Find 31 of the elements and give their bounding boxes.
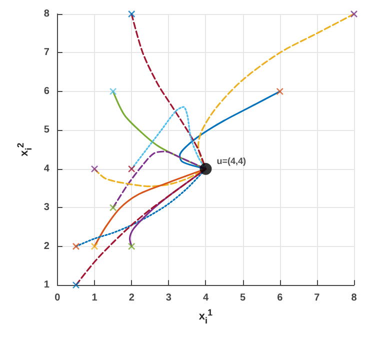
point bbox=[128, 242, 136, 250]
y-tick-label: 2 bbox=[44, 240, 50, 252]
x-tick-label: 1 bbox=[92, 292, 98, 304]
point bbox=[276, 88, 284, 96]
y-axis-title: xi2 bbox=[16, 142, 34, 156]
point bbox=[90, 242, 98, 250]
x-tick-label: 8 bbox=[351, 292, 358, 304]
x-tick-label: 3 bbox=[166, 292, 172, 304]
x-tick-label: 7 bbox=[314, 292, 320, 304]
point bbox=[128, 165, 136, 173]
point bbox=[350, 10, 358, 18]
y-tick-label: 4 bbox=[44, 163, 50, 174]
point bbox=[72, 242, 80, 250]
x-tick-label: 2 bbox=[128, 292, 135, 304]
point bbox=[90, 165, 98, 173]
y-tick-label: 8 bbox=[44, 8, 50, 20]
x-tick-label: 0 bbox=[54, 292, 61, 304]
point bbox=[72, 281, 80, 289]
point bbox=[109, 204, 117, 212]
y-tick-label: 7 bbox=[44, 47, 50, 58]
point bbox=[200, 162, 212, 175]
point bbox=[128, 10, 136, 18]
x-tick-label: 6 bbox=[277, 292, 284, 304]
y-tick-label: 5 bbox=[44, 124, 50, 136]
point bbox=[109, 88, 117, 96]
x-tick-label: 4 bbox=[202, 292, 209, 304]
annotation: u=(4,4) bbox=[216, 156, 246, 166]
y-tick-label: 1 bbox=[44, 280, 50, 291]
y-tick-label: 6 bbox=[44, 86, 50, 97]
y-tick-label: 3 bbox=[44, 202, 50, 214]
x-tick-label: 5 bbox=[240, 292, 246, 304]
